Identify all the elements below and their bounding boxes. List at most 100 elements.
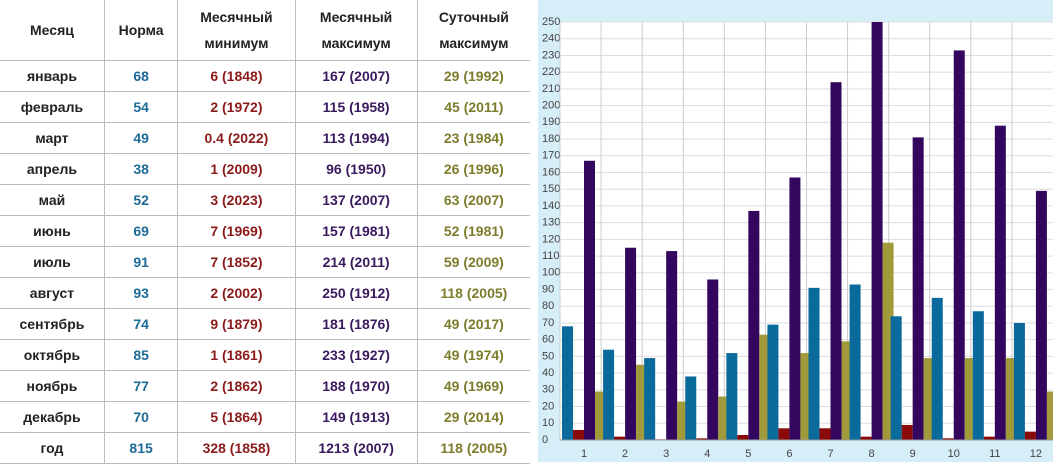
x-tick-label: 9 bbox=[910, 448, 916, 460]
bar bbox=[871, 22, 883, 440]
y-tick-label: 0 bbox=[542, 434, 548, 446]
bar bbox=[901, 424, 913, 440]
cell: июль bbox=[0, 246, 105, 278]
cell: 49 bbox=[103, 122, 179, 154]
x-tick-label: 8 bbox=[869, 448, 875, 460]
header-text: максимум bbox=[439, 35, 509, 51]
header-cell: Месячный минимум bbox=[177, 0, 296, 61]
cell: 68 bbox=[103, 60, 179, 92]
x-tick-label: 10 bbox=[948, 448, 960, 460]
bar bbox=[707, 279, 719, 440]
y-tick-label: 100 bbox=[542, 267, 560, 279]
cell: октябрь bbox=[0, 339, 105, 371]
cell: 93 bbox=[103, 277, 179, 309]
bar bbox=[573, 429, 584, 440]
cell: 5 (1864) bbox=[177, 401, 296, 433]
x-tick-label: 2 bbox=[622, 448, 628, 460]
y-tick-label: 80 bbox=[542, 300, 554, 312]
x-tick-label: 12 bbox=[1030, 448, 1042, 460]
cell: 7 (1969) bbox=[177, 215, 296, 247]
cell: 1 (2009) bbox=[177, 153, 296, 185]
bar bbox=[882, 242, 894, 440]
cell: 77 bbox=[103, 370, 179, 402]
cell: 69 bbox=[103, 215, 179, 247]
cell: 91 bbox=[103, 246, 179, 278]
bar bbox=[800, 353, 812, 440]
header-row: Месяц Норма Месячный минимум Месячный максиму… bbox=[0, 0, 530, 61]
bar bbox=[912, 137, 924, 441]
cell: 2 (2002) bbox=[177, 277, 296, 309]
cell: август bbox=[0, 277, 105, 309]
cell: декабрь bbox=[0, 401, 105, 433]
cell: 6 (1848) bbox=[177, 60, 296, 92]
cell: 49 (2017) bbox=[416, 308, 530, 340]
x-tick-label: 1 bbox=[581, 448, 587, 460]
cell: 1 (1861) bbox=[177, 339, 296, 371]
bar bbox=[830, 82, 842, 440]
header-text: Месячный bbox=[200, 9, 273, 25]
y-tick-label: 70 bbox=[542, 317, 554, 329]
cell: 59 (2009) bbox=[416, 246, 530, 278]
header-cell: Суточный максимум bbox=[416, 0, 530, 61]
cell: 1213 (2007) bbox=[294, 432, 418, 464]
cell: 26 (1996) bbox=[416, 153, 530, 185]
row: июнь 69 7 (1969) 157 (1981) 52 (1981) bbox=[0, 215, 530, 247]
row: январь 68 6 (1848) 167 (2007) 29 (1992) bbox=[0, 60, 530, 92]
cell: сентябрь bbox=[0, 308, 105, 340]
bar bbox=[603, 349, 615, 440]
y-tick-label: 190 bbox=[542, 116, 560, 128]
y-tick-label: 10 bbox=[542, 417, 554, 429]
bar bbox=[696, 438, 708, 440]
y-tick-label: 60 bbox=[542, 334, 554, 346]
cell: 214 (2011) bbox=[294, 246, 418, 278]
cell: 149 (1913) bbox=[294, 401, 418, 433]
y-tick-label: 40 bbox=[542, 367, 554, 379]
cell: 7 (1852) bbox=[177, 246, 296, 278]
bar bbox=[860, 436, 872, 440]
bar bbox=[1013, 322, 1025, 440]
x-tick-label: 4 bbox=[704, 448, 710, 460]
cell: 63 (2007) bbox=[416, 184, 530, 216]
bar bbox=[841, 341, 853, 440]
y-tick-label: 30 bbox=[542, 384, 554, 396]
row: июль 91 7 (1852) 214 (2011) 59 (2009) bbox=[0, 246, 530, 278]
row: ноябрь 77 2 (1862) 188 (1970) 49 (1969) bbox=[0, 370, 530, 402]
y-tick-label: 120 bbox=[542, 233, 560, 245]
bar bbox=[983, 436, 995, 440]
row: декабрь 70 5 (1864) 149 (1913) 29 (2014) bbox=[0, 401, 530, 433]
header-cell: Норма bbox=[103, 0, 179, 61]
row: апрель 38 1 (2009) 96 (1950) 26 (1996) bbox=[0, 153, 530, 185]
cell: 0.4 (2022) bbox=[177, 122, 296, 154]
y-tick-label: 200 bbox=[542, 100, 560, 112]
cell: 38 bbox=[103, 153, 179, 185]
bar bbox=[614, 436, 626, 440]
bar bbox=[685, 376, 697, 440]
bar bbox=[1035, 190, 1047, 440]
cell: 49 (1974) bbox=[416, 339, 530, 371]
cell: 250 (1912) bbox=[294, 277, 418, 309]
bar bbox=[562, 326, 573, 440]
bar bbox=[677, 401, 689, 440]
bar bbox=[1046, 391, 1053, 440]
bar bbox=[1005, 358, 1017, 440]
cell: 113 (1994) bbox=[294, 122, 418, 154]
cell: 233 (1927) bbox=[294, 339, 418, 371]
y-tick-label: 150 bbox=[542, 183, 560, 195]
bar bbox=[595, 391, 606, 440]
climate-table: Месяц Норма Месячный минимум Месячный максиму… bbox=[0, 0, 530, 464]
header-text: Месячный bbox=[319, 9, 393, 25]
header-cell: Месяц bbox=[0, 0, 105, 61]
bar bbox=[942, 438, 954, 440]
cell: 29 (1992) bbox=[416, 60, 530, 92]
cell: май bbox=[0, 184, 105, 216]
cell: март bbox=[0, 122, 105, 154]
row: сентябрь 74 9 (1879) 181 (1876) 49 (2017) bbox=[0, 308, 530, 340]
row: март 49 0.4 (2022) 113 (1994) 23 (1984) bbox=[0, 122, 530, 154]
x-tick-label: 5 bbox=[745, 448, 751, 460]
cell: 85 bbox=[103, 339, 179, 371]
bar bbox=[644, 358, 656, 440]
header-text: Месяц bbox=[30, 22, 74, 38]
bar bbox=[636, 364, 648, 440]
row: год 815 328 (1858) 1213 (2007) 118 (2005) bbox=[0, 432, 530, 464]
bar bbox=[1024, 431, 1036, 440]
